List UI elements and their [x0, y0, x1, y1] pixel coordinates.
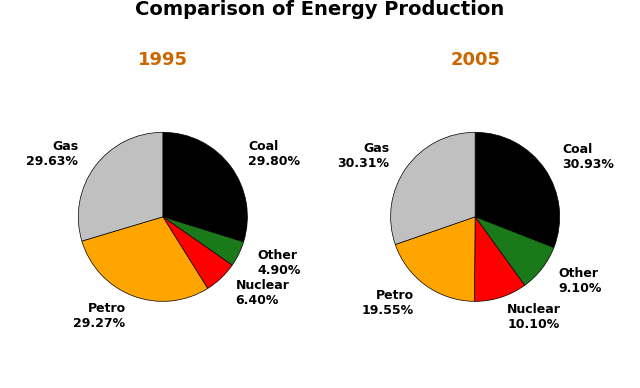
Text: Other
9.10%: Other 9.10%	[559, 267, 602, 296]
Text: Gas
30.31%: Gas 30.31%	[337, 142, 389, 170]
Wedge shape	[82, 217, 208, 301]
Wedge shape	[475, 217, 554, 285]
Wedge shape	[474, 217, 525, 301]
Wedge shape	[78, 132, 163, 241]
Wedge shape	[163, 217, 232, 288]
Text: Nuclear
10.10%: Nuclear 10.10%	[508, 303, 561, 331]
Wedge shape	[396, 217, 475, 301]
Wedge shape	[163, 217, 244, 265]
Text: Petro
19.55%: Petro 19.55%	[362, 289, 413, 317]
Title: 2005: 2005	[450, 51, 500, 69]
Wedge shape	[390, 132, 475, 244]
Text: Petro
29.27%: Petro 29.27%	[74, 302, 125, 330]
Title: 1995: 1995	[138, 51, 188, 69]
Wedge shape	[475, 132, 559, 248]
Text: Other
4.90%: Other 4.90%	[258, 249, 301, 277]
Text: Nuclear
6.40%: Nuclear 6.40%	[236, 279, 289, 307]
Wedge shape	[163, 132, 248, 242]
Text: Coal
29.80%: Coal 29.80%	[248, 140, 300, 168]
Text: Comparison of Energy Production: Comparison of Energy Production	[136, 0, 504, 19]
Text: Gas
29.63%: Gas 29.63%	[26, 140, 78, 168]
Text: Coal
30.93%: Coal 30.93%	[563, 143, 614, 171]
